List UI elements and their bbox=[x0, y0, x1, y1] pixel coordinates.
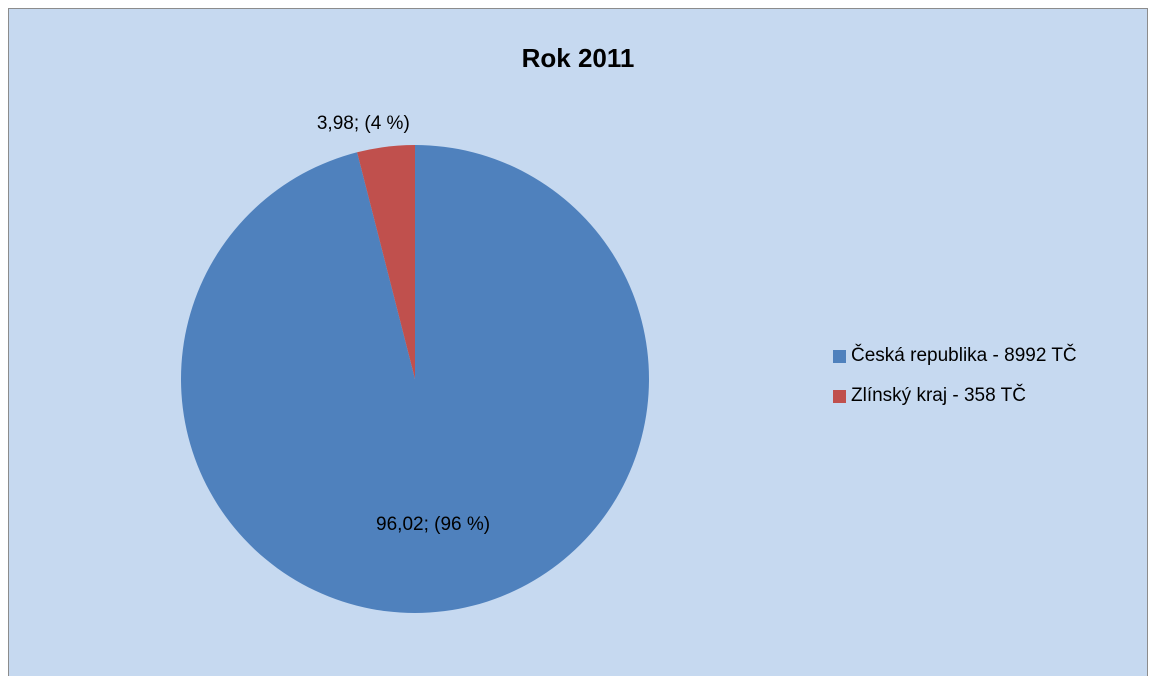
pie-slice-1 bbox=[357, 145, 415, 379]
chart-title: Rok 2011 bbox=[521, 43, 635, 73]
pie-data-label-0: 96,02; (96 %) bbox=[376, 514, 490, 535]
legend-swatch-ceska-republika bbox=[833, 349, 846, 363]
pie-data-label-1: 3,98; (4 %) bbox=[317, 113, 410, 134]
legend-label-zlinsky-kraj: Zlínský kraj - 358 TČ bbox=[851, 385, 1026, 406]
legend-item-ceska-republika: Česká republika - 8992 TČ bbox=[833, 345, 1077, 367]
legend: Česká republika - 8992 TČ Zlínský kraj -… bbox=[833, 345, 1077, 425]
legend-swatch-zlinsky-kraj bbox=[833, 389, 846, 403]
pie-chart: 96,02; (96 %) 3,98; (4 %) bbox=[181, 113, 649, 613]
legend-item-zlinsky-kraj: Zlínský kraj - 358 TČ bbox=[833, 385, 1077, 407]
legend-label-ceska-republika: Česká republika - 8992 TČ bbox=[851, 345, 1077, 366]
chart-area: Rok 2011 96,02; (96 %) 3,98; (4 %) Česká … bbox=[8, 8, 1148, 676]
